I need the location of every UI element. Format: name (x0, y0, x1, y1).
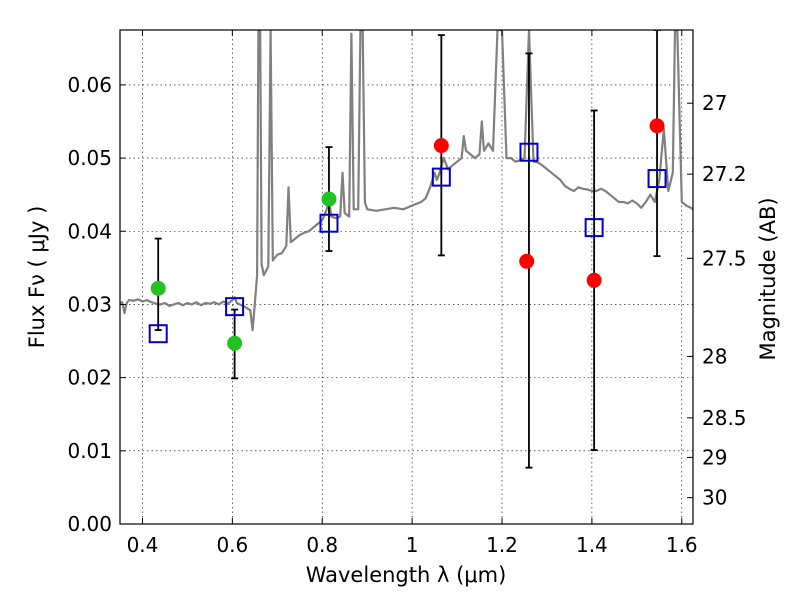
x-tick-label: 1 (406, 533, 419, 557)
data-point-square (584, 218, 604, 238)
data-point-square (519, 142, 539, 162)
y-tick-label: 0.00 (67, 512, 112, 536)
x-tick-label: 0.6 (216, 533, 248, 557)
data-point-circle (586, 272, 602, 288)
y-tick-label: 0.06 (67, 73, 112, 97)
x-tick-label: 0.8 (306, 533, 338, 557)
data-point-circle (321, 191, 337, 207)
y-tick-label: 0.04 (67, 219, 112, 243)
y2-tick-label: 27.2 (702, 162, 747, 186)
y2-tick-label: 27 (702, 91, 727, 115)
data-point-circle (227, 335, 243, 351)
x-tick-label: 1.4 (576, 533, 608, 557)
y-tick-label: 0.05 (67, 146, 112, 170)
data-point-circle (150, 280, 166, 296)
data-point-circle (519, 253, 535, 269)
y2-tick-label: 28.5 (702, 406, 747, 430)
y2-tick-label: 27.5 (702, 246, 747, 270)
y-tick-label: 0.01 (67, 439, 112, 463)
y2-tick-label: 29 (702, 445, 727, 469)
grid (120, 30, 693, 525)
axis-ticks: 0.4 0.6 0.8 1 1.2 1.4 1.6 0.00 0.01 0.02 0.03 0.04 0… (67, 30, 747, 557)
data-point-circle (649, 118, 665, 134)
y2-axis-label: Magnitude (AB) (756, 197, 780, 360)
data-point-square (319, 213, 339, 233)
data-point-circle (433, 138, 449, 154)
plot-area (120, 30, 693, 469)
data-point-square (148, 324, 168, 344)
spectrum-line (120, 30, 693, 332)
y-tick-label: 0.02 (67, 366, 112, 390)
plot-frame (119, 29, 694, 525)
x-tick-label: 1.6 (666, 533, 698, 557)
y-tick-label: 0.03 (67, 292, 112, 316)
y2-tick-label: 30 (702, 486, 727, 510)
y-axis-label: Flux Fν ( μJy ) (25, 206, 49, 349)
x-axis-label: Wavelength λ (μm) (306, 563, 507, 587)
data-point-square (431, 167, 451, 187)
data-point-square (647, 169, 667, 189)
x-tick-label: 0.4 (127, 533, 159, 557)
y2-tick-label: 28 (702, 344, 727, 368)
x-tick-label: 1.2 (486, 533, 518, 557)
data-point-square (225, 297, 245, 317)
